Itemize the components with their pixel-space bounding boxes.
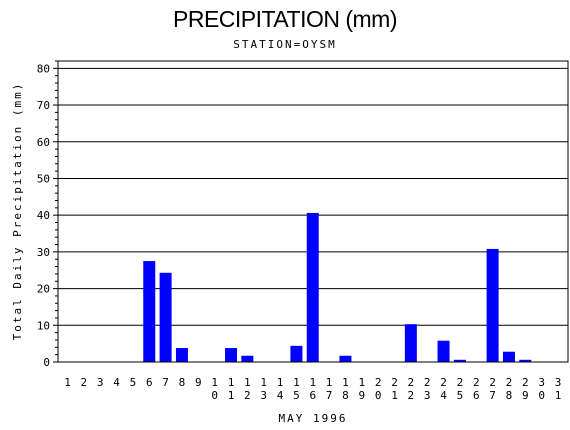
y-tick-label: 10 [37, 319, 50, 332]
x-tick-label: 7 [162, 376, 169, 389]
bar-day-28 [502, 351, 515, 362]
bar-day-8 [175, 348, 188, 362]
chart-subtitle: STATION=OYSM [233, 38, 337, 51]
y-axis-label: Total Daily Precipitation (mm) [11, 82, 24, 341]
y-axis: 0 10 20 30 40 50 60 70 80 [37, 60, 58, 369]
x-tick-label: 2 [81, 376, 88, 389]
x-tick-label: 1 [64, 376, 71, 389]
x-tick-label: 3 [97, 376, 104, 389]
y-tick-label: 30 [37, 246, 50, 259]
x-axis-label: MAY 1996 [279, 412, 348, 425]
x-tick-label: 5 [130, 376, 137, 389]
x-tick-label: 6 [146, 376, 153, 389]
y-tick-label: 80 [37, 62, 50, 75]
bar-day-15 [290, 345, 303, 362]
y-tick-label: 70 [37, 99, 50, 112]
bar-day-27 [486, 248, 499, 362]
y-tick-label: 0 [43, 356, 50, 369]
bar-day-6 [143, 261, 156, 362]
x-tick-label: 8 [179, 376, 186, 389]
bar-day-12 [241, 355, 254, 362]
bars [143, 212, 532, 362]
plot-frame [57, 60, 569, 363]
y-tick-label: 60 [37, 136, 50, 149]
x-axis: 1 2 3 4 5 6 7 8 9 1 01 11 21 31 41 51 61 71 81 92 02 12 22 32 42… [64, 376, 561, 402]
x-tick-label: 4 [113, 376, 120, 389]
bar-day-16 [306, 212, 319, 362]
bar-day-25 [453, 359, 466, 362]
bar-day-11 [225, 348, 237, 362]
y-tick-label: 40 [37, 209, 50, 222]
x-tick-label: 9 [195, 376, 202, 389]
bar-day-24 [437, 340, 450, 362]
bar-day-18 [339, 355, 352, 362]
bar-day-29 [519, 359, 532, 362]
bar-day-7 [159, 272, 172, 362]
y-tick-label: 50 [37, 172, 50, 185]
bar-day-22 [404, 324, 417, 362]
y-tick-label: 20 [37, 283, 50, 296]
chart-title: PRECIPITATION (mm) [173, 6, 397, 32]
